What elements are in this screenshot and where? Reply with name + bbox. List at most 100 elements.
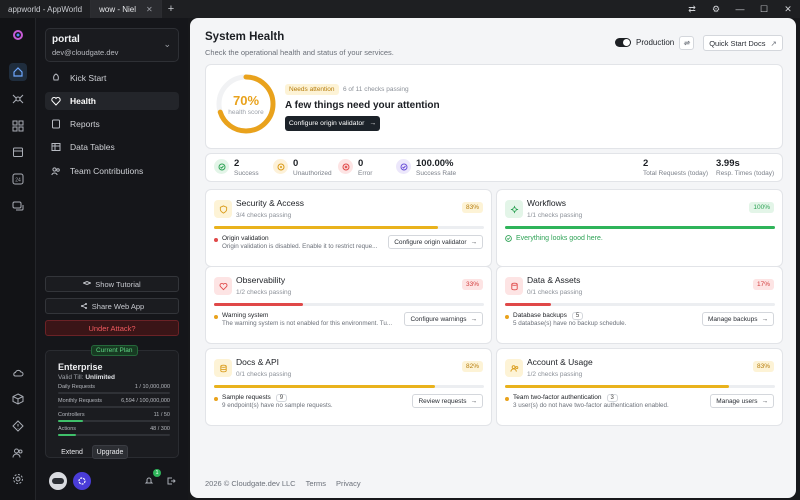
issue-title: Warning system <box>222 312 269 319</box>
upgrade-button[interactable]: Upgrade <box>92 445 128 459</box>
section-percent-badge: 82% <box>461 361 483 372</box>
issue-description: 9 endpoint(s) have no sample requests. <box>222 402 333 409</box>
section-title: Workflows <box>527 198 567 208</box>
section-workflows: Workflows 1/1 checks passing 100% Everyt… <box>496 189 783 267</box>
configure-warnings-button[interactable]: Configure warnings → <box>404 312 483 326</box>
avatar[interactable] <box>49 472 67 490</box>
browser-tab-active[interactable]: wow - Niel ✕ <box>91 0 162 18</box>
project-selector[interactable]: portal dev@cloudgate.dev ⌄ <box>45 28 179 62</box>
notification-count: 1 <box>153 469 161 477</box>
box-icon[interactable] <box>9 390 27 408</box>
arrow-right-icon: → <box>761 315 769 323</box>
meter-label: Controllers <box>58 412 85 418</box>
environment-toggle[interactable]: Production <box>615 38 674 47</box>
stat-unauthorized: 0 Unauthorized <box>273 159 332 177</box>
new-tab-icon[interactable]: + <box>167 3 175 15</box>
issue-description: The warning system is not enabled for th… <box>222 320 393 327</box>
database-icon <box>505 277 523 295</box>
settings-icon[interactable]: ⚙ <box>711 3 721 14</box>
icon-rail: 24 <box>0 18 36 500</box>
quick-start-docs-button[interactable]: Quick Start Docs ↗ <box>703 35 783 51</box>
check-circle-icon <box>505 235 512 242</box>
error-icon <box>338 159 353 174</box>
environment-label: Production <box>636 38 675 47</box>
issue-title: Sample requests 9 <box>222 394 288 402</box>
production-toggle[interactable] <box>615 38 631 47</box>
chat-icon[interactable] <box>9 197 27 215</box>
configure-origin-validator-link[interactable]: Configure origin validator → <box>388 235 483 249</box>
logout-icon[interactable] <box>166 476 176 488</box>
users-icon[interactable] <box>9 444 27 462</box>
review-requests-button[interactable]: Review requests → <box>412 394 483 408</box>
window-controls: ⇄ ⚙ — ☐ ✕ <box>680 0 800 18</box>
section-progress-fill <box>505 385 730 388</box>
24h-icon[interactable]: 24 <box>9 170 27 188</box>
section-percent-badge: 33% <box>461 279 483 290</box>
terms-link[interactable]: Terms <box>305 479 327 488</box>
manage-backups-button[interactable]: Manage backups → <box>701 312 774 326</box>
maximize-icon[interactable]: ☐ <box>759 3 769 14</box>
sidebar-item-health[interactable]: Health <box>45 92 179 110</box>
stat-value: 100.00% <box>416 158 454 169</box>
account-icon <box>505 359 523 377</box>
page-title: System Health <box>205 31 285 43</box>
stat-value: 2 <box>234 158 240 169</box>
swap-icon[interactable]: ⇄ <box>688 3 696 14</box>
section-subtitle: 0/1 checks passing <box>236 371 292 378</box>
button-label: Configure origin validator <box>288 120 365 127</box>
plan-card: Current Plan Enterprise Valid Till: Unli… <box>45 345 179 459</box>
plan-validity: Valid Till: Unlimited <box>58 374 115 381</box>
close-window-icon[interactable]: ✕ <box>784 3 792 14</box>
button-label: Configure origin validator <box>394 238 467 246</box>
team-avatar[interactable] <box>73 472 91 490</box>
section-account-usage: Account & Usage 1/2 checks passing 83% T… <box>496 348 783 426</box>
bell-icon[interactable] <box>144 476 154 488</box>
settings-gear-icon[interactable] <box>9 470 27 488</box>
app-logo-icon[interactable] <box>9 26 27 44</box>
configure-origin-validator-button[interactable]: Configure origin validator → <box>285 116 380 131</box>
sidebar-item-data-tables[interactable]: Data Tables <box>45 138 179 156</box>
sidebar-item-label: Kick Start <box>70 73 107 83</box>
browser-tab[interactable]: appworld - AppWorld <box>0 0 92 18</box>
issue-status-dot <box>214 315 218 319</box>
show-tutorial-button[interactable]: Show Tutorial <box>45 276 179 292</box>
rate-icon <box>396 159 411 174</box>
section-progress-track <box>505 226 775 229</box>
sidebar-item-label: Health <box>70 96 96 106</box>
sidebar-item-reports[interactable]: Reports <box>45 115 179 133</box>
home-icon[interactable] <box>9 63 27 81</box>
close-tab-icon[interactable]: ✕ <box>146 4 153 14</box>
stat-value: 2 <box>643 158 649 169</box>
meter-label: Monthly Requests <box>58 398 103 404</box>
sidebar-item-team-contributions[interactable]: Team Contributions <box>45 162 179 180</box>
footer: 2026 © Cloudgate.dev LLC Terms Privacy <box>205 479 371 488</box>
grid-icon[interactable] <box>9 117 27 135</box>
minimize-icon[interactable]: — <box>735 4 745 14</box>
arrow-right-icon: → <box>369 120 377 127</box>
manage-users-button[interactable]: Manage users → <box>710 394 774 408</box>
issue-count-badge: 3 <box>606 394 618 402</box>
sidebar-item-label: Reports <box>70 119 100 129</box>
privacy-link[interactable]: Privacy <box>336 479 361 488</box>
issue-status-dot <box>505 315 509 319</box>
under-attack-button[interactable]: Under Attack? <box>45 320 179 336</box>
section-percent-badge: 83% <box>752 361 774 372</box>
network-icon[interactable] <box>9 90 27 108</box>
extend-button[interactable]: Extend <box>61 448 83 456</box>
stat-label: Error <box>358 170 373 177</box>
section-title: Data & Assets <box>527 275 581 285</box>
issue-title-text: Sample requests <box>222 394 271 401</box>
ok-text: Everything looks good here. <box>516 235 603 242</box>
refresh-button[interactable] <box>679 36 694 50</box>
sidebar-item-label: Team Contributions <box>70 166 144 176</box>
share-web-app-button[interactable]: Share Web App <box>45 298 179 314</box>
sidebar-item-kick-start[interactable]: Kick Start <box>45 69 179 87</box>
alert-icon[interactable] <box>9 417 27 435</box>
meter-value: 6,594 / 100,000,000 <box>121 398 170 404</box>
calendar-icon[interactable] <box>9 143 27 161</box>
meter-label: Actions <box>58 426 77 432</box>
project-email: dev@cloudgate.dev <box>52 48 119 57</box>
button-label: Show Tutorial <box>95 279 141 289</box>
cloud-icon[interactable] <box>9 364 27 382</box>
section-percent-badge: 83% <box>461 202 483 213</box>
